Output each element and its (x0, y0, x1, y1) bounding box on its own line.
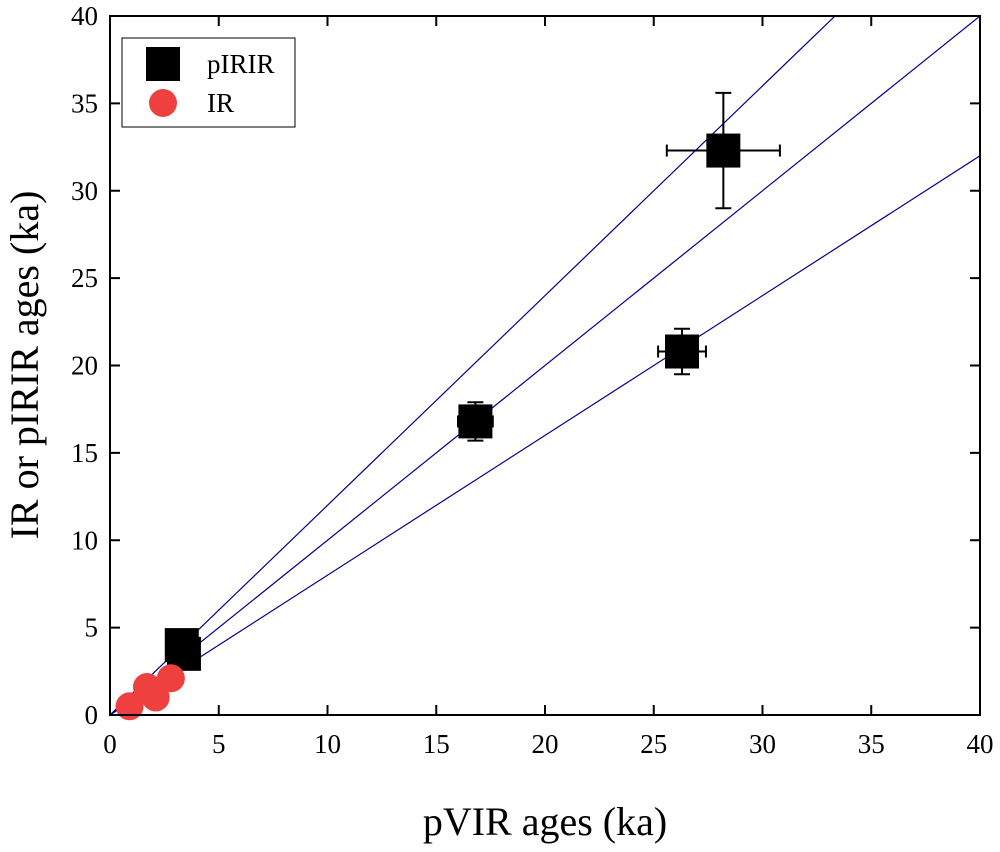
y-tick-label: 10 (71, 525, 98, 555)
reference-line (110, 155, 980, 715)
y-tick-label: 0 (85, 700, 99, 730)
point (141, 683, 170, 712)
y-tick-label: 20 (71, 351, 98, 381)
y-tick-label: 25 (71, 263, 98, 293)
point (665, 334, 700, 369)
axes: 0 5 10 15 20 25 30 35 40 0 5 10 15 20 25 30 35 40 (71, 1, 994, 759)
y-tick-label: 5 (85, 613, 99, 643)
x-tick-label: 5 (212, 729, 226, 759)
x-tick-label: 40 (967, 729, 994, 759)
y-axis-label: IR or pIRIR ages (ka) (2, 191, 47, 540)
x-tick-label: 20 (532, 729, 559, 759)
legend-marker (146, 47, 180, 81)
x-tick-label: 35 (858, 729, 885, 759)
x-tick-label: 0 (103, 729, 117, 759)
reference-line (110, 16, 836, 715)
point (458, 404, 493, 439)
y-tick-label: 15 (71, 438, 98, 468)
point (706, 133, 741, 168)
point (156, 664, 185, 693)
x-tick-label: 30 (749, 729, 776, 759)
y-tick-label: 35 (71, 88, 98, 118)
legend-marker (149, 89, 177, 117)
data-marks (115, 91, 781, 721)
y-tick-label: 30 (71, 176, 98, 206)
reference-line (110, 16, 980, 715)
reference-lines (110, 16, 980, 715)
x-axis-label: pVIR ages (ka) (423, 799, 667, 844)
legend-label: IR (207, 88, 234, 118)
legend: pIRIR IR (121, 37, 296, 128)
point (115, 692, 144, 721)
y-tick-label: 40 (71, 1, 98, 31)
legend-label: pIRIR (207, 49, 275, 79)
x-tick-label: 15 (423, 729, 450, 759)
x-tick-label: 25 (640, 729, 667, 759)
x-tick-label: 10 (314, 729, 341, 759)
